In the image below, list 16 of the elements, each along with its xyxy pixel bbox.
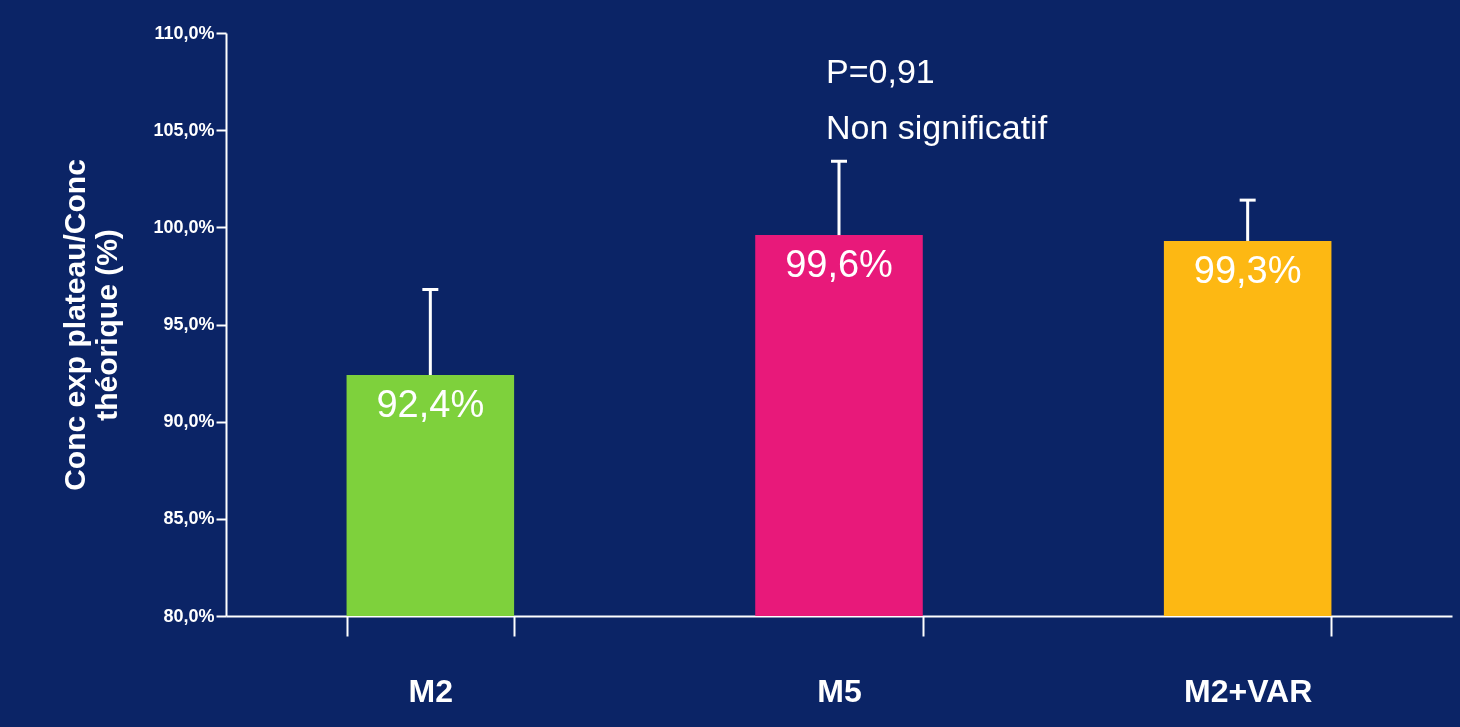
y-tick-label: 90,0% bbox=[163, 411, 215, 432]
x-tick-label: M2+VAR bbox=[1184, 672, 1313, 709]
x-tick-label: M5 bbox=[817, 672, 862, 709]
x-tick-label: M2 bbox=[408, 672, 454, 709]
y-axis-title: Conc exp plateau/Conc théorique (%) bbox=[58, 159, 124, 491]
data-label: 99,6% bbox=[785, 243, 893, 286]
y-tick-label: 80,0% bbox=[163, 605, 215, 626]
y-tick-label: 105,0% bbox=[153, 119, 215, 140]
y-tick-label: 95,0% bbox=[163, 314, 215, 334]
annotation: P=0,91 bbox=[826, 52, 935, 90]
annotation: Non significatif bbox=[826, 108, 1048, 146]
y-tick-label: 85,0% bbox=[163, 508, 215, 529]
data-label: 99,3% bbox=[1193, 248, 1302, 291]
y-tick-label: 110,0% bbox=[154, 22, 215, 43]
y-tick-label: 100,0% bbox=[153, 216, 215, 237]
data-label: 92,4% bbox=[376, 383, 485, 426]
